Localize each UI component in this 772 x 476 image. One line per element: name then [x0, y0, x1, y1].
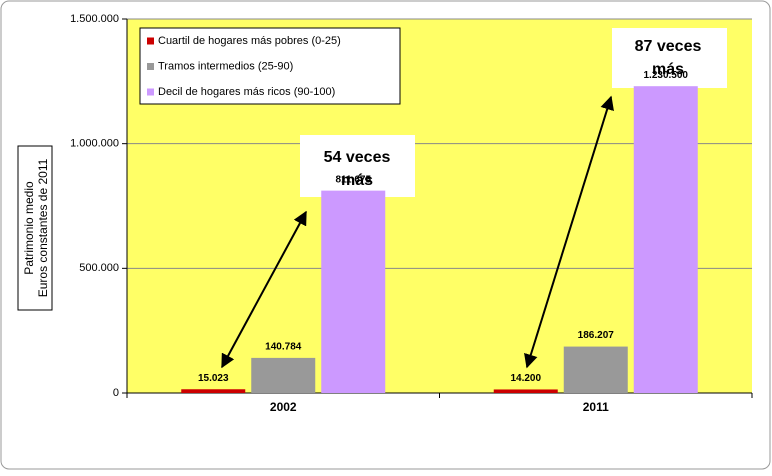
arrow — [524, 95, 614, 369]
legend-swatch — [147, 88, 154, 96]
y-tick-label: 0 — [113, 387, 119, 399]
x-tick-label: 2011 — [583, 400, 609, 414]
value-label: 14.200 — [510, 373, 541, 384]
value-label: 1.230.500 — [644, 70, 689, 81]
value-label: 811.675 — [335, 174, 371, 185]
annotation-bg — [612, 28, 727, 88]
legend-swatch — [147, 63, 154, 70]
bar — [321, 190, 386, 393]
bar — [251, 357, 316, 393]
value-label: 140.784 — [265, 342, 302, 353]
y-tick-label: 1.500.000 — [70, 13, 119, 25]
bar — [633, 86, 698, 393]
annotation-bg — [300, 135, 415, 197]
annotation: más — [341, 172, 373, 189]
annotation: 87 veces — [635, 38, 702, 55]
y-tick-label: 1.000.000 — [70, 138, 119, 150]
bar — [181, 389, 246, 393]
y-axis-label: Euros constantes de 2011 — [36, 158, 50, 297]
bar — [493, 389, 558, 393]
arrow — [221, 210, 307, 369]
legend-label: Cuartil de hogares más pobres (0-25) — [158, 35, 341, 47]
value-label: 15.023 — [198, 373, 229, 384]
annotation: más — [652, 61, 684, 78]
annotation: 54 veces — [324, 149, 391, 166]
y-label-box — [17, 145, 53, 311]
y-axis-label: Patrimonio medio — [22, 181, 36, 275]
legend-label: Tramos intermedios (25-90) — [158, 60, 293, 72]
bar — [563, 346, 628, 393]
x-tick-label: 2002 — [270, 400, 297, 414]
legend — [139, 27, 401, 105]
y-tick-label: 500.000 — [79, 262, 119, 274]
value-label: 186.207 — [578, 330, 615, 341]
legend-label: Decil de hogares más ricos (90-100) — [158, 86, 335, 98]
legend-swatch — [147, 37, 154, 45]
